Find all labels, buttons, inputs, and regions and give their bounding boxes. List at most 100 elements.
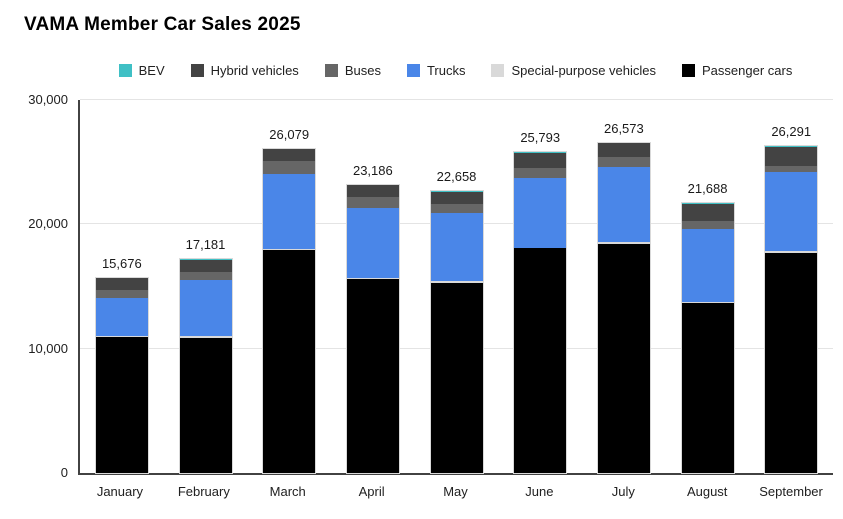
bar-segment-buses[interactable]: [346, 196, 399, 208]
bar-segment-hybrid-vehicles[interactable]: [95, 278, 148, 291]
bar-segment-special-purpose-vehicles[interactable]: [179, 336, 232, 338]
x-axis-label-august: August: [686, 484, 728, 499]
bar-total-label: 15,676: [101, 256, 142, 272]
bar-segment-passenger-cars[interactable]: [597, 244, 650, 473]
bar-segment-buses[interactable]: [681, 221, 734, 230]
bar-segment-special-purpose-vehicles[interactable]: [95, 335, 148, 338]
bar-segment-trucks[interactable]: [430, 213, 483, 281]
bar-segment-special-purpose-vehicles[interactable]: [765, 251, 818, 254]
bar-segment-passenger-cars[interactable]: [95, 337, 148, 473]
bar-segment-special-purpose-vehicles[interactable]: [263, 248, 316, 251]
bar-stack: [345, 183, 400, 475]
page-title: VAMA Member Car Sales 2025: [24, 14, 301, 35]
bar-segment-special-purpose-vehicles[interactable]: [346, 277, 399, 280]
bar-total-label: 22,658: [436, 169, 477, 185]
bar-total-label: 26,573: [603, 120, 644, 136]
bar-group-july: 26,573: [582, 100, 666, 475]
x-axis-label-september: September: [759, 484, 823, 499]
legend-label: Hybrid vehicles: [210, 63, 299, 78]
gridline-30000: [80, 99, 833, 100]
bar-segment-hybrid-vehicles[interactable]: [597, 143, 650, 158]
bar-segment-special-purpose-vehicles[interactable]: [681, 301, 734, 303]
bar-segment-hybrid-vehicles[interactable]: [430, 191, 483, 205]
legend-label: Buses: [344, 63, 381, 78]
bar-segment-passenger-cars[interactable]: [179, 337, 232, 473]
bar-segment-special-purpose-vehicles[interactable]: [514, 247, 567, 249]
legend-swatch-icon: [118, 64, 132, 77]
bar-segment-buses[interactable]: [597, 157, 650, 168]
x-axis-label-may: May: [443, 484, 468, 499]
bar-segment-passenger-cars[interactable]: [263, 250, 316, 473]
legend-swatch-icon: [324, 64, 338, 77]
legend-item-hybrid-vehicles: Hybrid vehicles: [190, 63, 299, 78]
bar-segment-buses[interactable]: [95, 290, 148, 298]
x-axis-label-february: February: [177, 484, 230, 499]
bar-segment-buses[interactable]: [179, 271, 232, 280]
legend-label: Passenger cars: [702, 63, 793, 78]
y-tick-label: 30,000: [28, 92, 68, 107]
bar-stack: [262, 147, 317, 475]
bar-segment-hybrid-vehicles[interactable]: [681, 203, 734, 221]
bar-segment-buses[interactable]: [765, 165, 818, 172]
legend-label: Special-purpose vehicles: [511, 63, 657, 78]
bar-total-label: 21,688: [687, 181, 728, 197]
bar-total-label: 23,186: [352, 162, 393, 178]
x-axis-label-april: April: [358, 484, 385, 499]
x-axis-label-july: July: [611, 484, 635, 499]
bar-segment-special-purpose-vehicles[interactable]: [597, 241, 650, 245]
bar-segment-trucks[interactable]: [346, 207, 399, 278]
bar-segment-hybrid-vehicles[interactable]: [179, 259, 232, 272]
bar-segment-trucks[interactable]: [765, 171, 818, 252]
legend-item-buses: Buses: [324, 63, 381, 78]
bar-segment-buses[interactable]: [514, 168, 567, 178]
bar-segment-trucks[interactable]: [681, 229, 734, 302]
bar-segment-buses[interactable]: [263, 161, 316, 175]
bar-segment-trucks[interactable]: [514, 177, 567, 248]
bar-stack: [764, 145, 819, 474]
legend-swatch-icon: [190, 64, 204, 77]
bar-stack: [178, 258, 233, 474]
y-tick-label: 10,000: [28, 340, 68, 356]
bar-segment-hybrid-vehicles[interactable]: [263, 149, 316, 162]
y-tick-label: 0: [60, 465, 68, 480]
bar-segment-passenger-cars[interactable]: [765, 253, 818, 473]
bar-segment-hybrid-vehicles[interactable]: [346, 185, 399, 197]
bar-total-label: 17,181: [185, 237, 226, 253]
bar-segment-passenger-cars[interactable]: [681, 302, 734, 473]
x-axis-label-january: January: [96, 484, 144, 499]
bar-stack: [429, 190, 484, 474]
bars-container: 15,676 17,181 26,079 23,186 22,658 25,793 26,5…: [80, 100, 833, 475]
bar-stack: [596, 141, 651, 475]
bar-segment-passenger-cars[interactable]: [430, 283, 483, 473]
x-axis-label-june: June: [525, 484, 554, 499]
bar-segment-passenger-cars[interactable]: [514, 248, 567, 473]
plot-area: 15,676 17,181 26,079 23,186 22,658 25,793 26,5…: [78, 99, 833, 475]
bar-group-september: 26,291: [749, 100, 833, 474]
bar-segment-trucks[interactable]: [263, 174, 316, 249]
bar-segment-trucks[interactable]: [179, 279, 232, 337]
bar-stack: [680, 202, 735, 474]
bar-segment-buses[interactable]: [430, 204, 483, 214]
bar-segment-passenger-cars[interactable]: [346, 279, 399, 473]
legend-swatch-icon: [491, 64, 505, 77]
bar-group-april: 23,186: [331, 100, 415, 475]
legend-label: BEV: [138, 63, 165, 78]
bar-segment-hybrid-vehicles[interactable]: [514, 152, 567, 169]
bar-segment-trucks[interactable]: [597, 167, 650, 242]
bar-segment-hybrid-vehicles[interactable]: [765, 146, 818, 166]
bar-group-august: 21,688: [666, 100, 750, 474]
legend-item-bev: BEV: [118, 63, 165, 78]
legend-label: Trucks: [426, 63, 466, 78]
bar-group-may: 22,658: [415, 100, 499, 474]
x-axis-label-march: March: [269, 484, 306, 499]
bar-group-february: 17,181: [164, 100, 248, 474]
bar-group-january: 15,676: [80, 100, 164, 474]
chart: 15,676 17,181 26,079 23,186 22,658 25,793 26,5…: [0, 92, 843, 499]
bar-segment-trucks[interactable]: [95, 297, 148, 336]
legend-swatch-icon: [682, 64, 696, 77]
bar-group-march: 26,079: [247, 100, 331, 475]
bar-segment-special-purpose-vehicles[interactable]: [430, 280, 483, 284]
bar-total-label: 26,291: [771, 124, 812, 140]
bar-total-label: 25,793: [520, 130, 561, 146]
x-axis-labels: January February March April May June July Augu…: [78, 475, 833, 499]
